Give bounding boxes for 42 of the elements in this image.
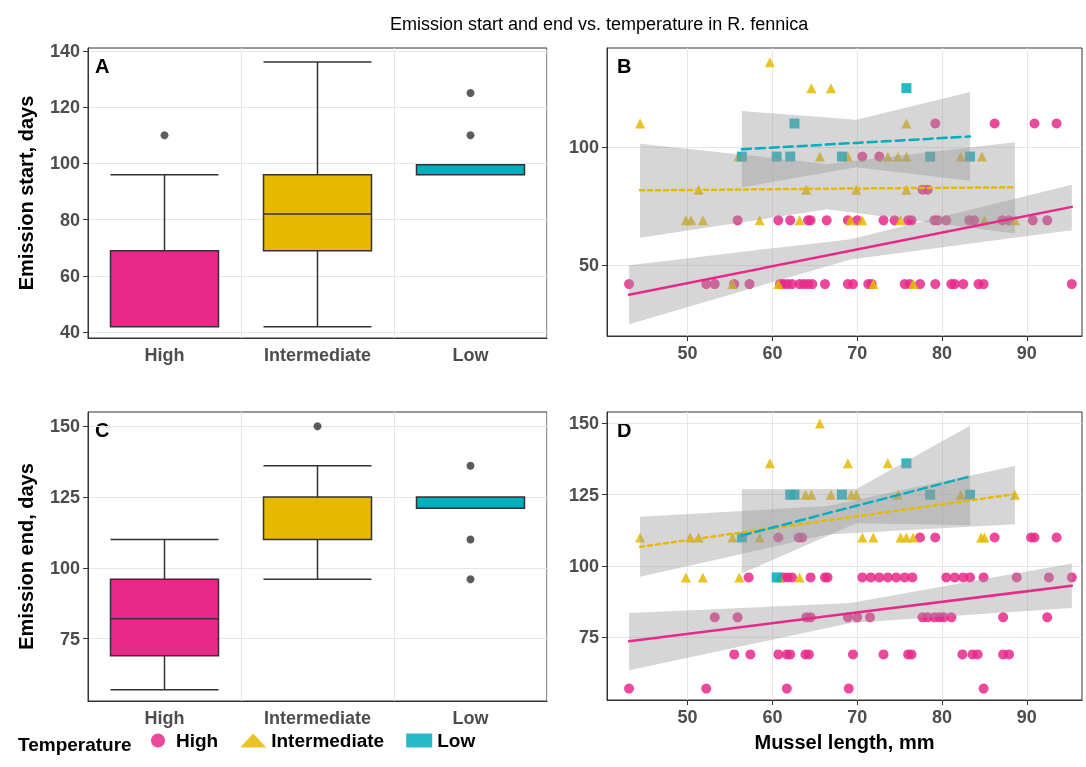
annotation: B [617, 55, 632, 77]
legend-label: Intermediate [271, 730, 385, 751]
x-tick-label: 90 [1016, 707, 1037, 727]
x-tick-label: 60 [762, 707, 783, 727]
legend-label: Low [437, 730, 476, 751]
y-tick-label: 50 [578, 255, 599, 276]
x-tick-label: 50 [677, 343, 698, 363]
y-tick-label: 75 [59, 628, 80, 649]
y-tick-label: 75 [578, 627, 599, 648]
y-tick-label: 40 [59, 322, 80, 343]
x-tick-label: Intermediate [263, 708, 372, 728]
annotation: A [95, 55, 110, 77]
x-tick-label: High [144, 345, 185, 365]
x-tick-label: 70 [847, 343, 868, 363]
x-tick-label: 80 [932, 343, 953, 363]
y-tick-label: 150 [49, 416, 80, 437]
y-tick-label: 125 [49, 487, 80, 507]
x-tick-label: Low [452, 708, 490, 728]
x-tick-label: 90 [1016, 343, 1037, 363]
x-tick-label: High [144, 708, 185, 728]
legend-title: Temperature [18, 734, 132, 755]
y-tick-label: 80 [59, 209, 80, 230]
y-axis-title: Emission end, days [15, 463, 37, 650]
y-tick-label: 100 [49, 153, 80, 174]
y-tick-label: 100 [568, 137, 599, 158]
y-tick-label: 120 [49, 97, 80, 118]
y-tick-label: 150 [568, 413, 599, 434]
y-tick-label: 100 [49, 557, 80, 578]
y-tick-label: 60 [59, 266, 80, 287]
x-tick-label: 60 [762, 343, 783, 363]
y-tick-label: 140 [49, 40, 80, 61]
y-tick-label: 100 [568, 555, 599, 576]
x-axis-title: Mussel length, mm [754, 731, 935, 753]
x-tick-label: Low [452, 345, 490, 365]
chart-title: Emission start and end vs. temperature in R. fennica [390, 14, 810, 34]
x-tick-label: 50 [677, 707, 698, 727]
y-tick-label: 125 [568, 484, 599, 505]
legend-label: High [176, 730, 219, 751]
x-tick-label: 70 [847, 707, 868, 727]
y-axis-title: Emission start, days [15, 95, 37, 291]
x-tick-label: 80 [932, 707, 953, 727]
x-tick-label: Intermediate [263, 345, 372, 365]
